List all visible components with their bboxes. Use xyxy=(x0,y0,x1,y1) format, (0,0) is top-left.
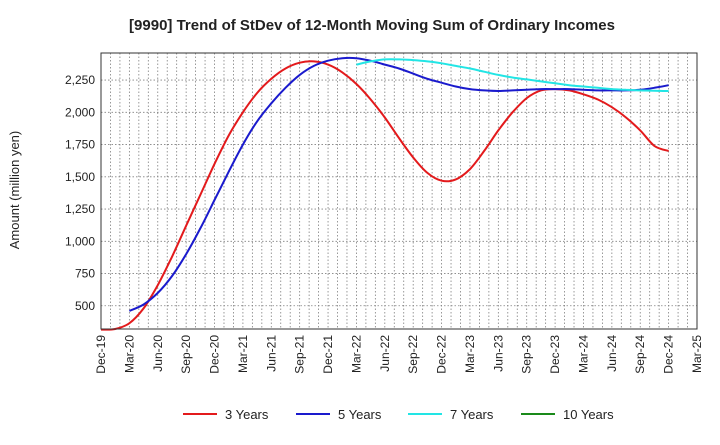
y-tick-label: 1,500 xyxy=(65,170,95,184)
y-tick-labels: 500 750 1,000 1,250 1,500 1,750 2,000 2,250 xyxy=(65,73,95,313)
x-tick-label: Mar-24 xyxy=(576,335,590,373)
x-tick-label: Mar-23 xyxy=(463,335,477,373)
legend: 3 Years 5 Years 7 Years 10 Years xyxy=(183,407,614,422)
y-tick-label: 1,000 xyxy=(65,234,95,248)
legend-label-7-years: 7 Years xyxy=(450,407,494,422)
x-tick-label: Sep-21 xyxy=(293,335,307,374)
x-tick-label: Mar-22 xyxy=(349,335,363,373)
y-tick-label: 1,250 xyxy=(65,202,95,216)
x-tick-label: Dec-22 xyxy=(435,335,449,374)
y-tick-label: 750 xyxy=(75,267,95,281)
legend-label-3-years: 3 Years xyxy=(225,407,269,422)
series-line-3-years xyxy=(100,60,669,331)
x-tick-label: Jun-24 xyxy=(605,335,619,372)
series-line-5-years xyxy=(129,56,669,312)
y-tick-label: 500 xyxy=(75,299,95,313)
x-tick-label: Jun-20 xyxy=(151,335,165,372)
x-tick-label: Jun-21 xyxy=(264,335,278,372)
legend-label-10-years: 10 Years xyxy=(563,407,614,422)
x-tick-label: Dec-20 xyxy=(208,335,222,374)
x-tick-label: Jun-22 xyxy=(378,335,392,372)
y-axis-label: Amount (million yen) xyxy=(7,131,22,250)
chart-title: [9990] Trend of StDev of 12-Month Moving… xyxy=(129,17,615,34)
y-tick-label: 2,000 xyxy=(65,105,95,119)
series-line-7-years xyxy=(356,58,669,92)
x-tick-label: Mar-25 xyxy=(690,335,704,373)
y-tick-label: 1,750 xyxy=(65,138,95,152)
x-tick-label: Dec-24 xyxy=(662,335,676,374)
x-tick-label: Dec-23 xyxy=(548,335,562,374)
grid-lines xyxy=(101,53,697,329)
x-tick-label: Mar-20 xyxy=(122,335,136,373)
x-tick-label: Sep-22 xyxy=(406,335,420,374)
series-lines xyxy=(100,56,669,331)
x-tick-labels: Dec-19 Mar-20 Jun-20 Sep-20 Dec-20 Mar-21 Jun-… xyxy=(94,335,704,374)
x-tick-label: Sep-20 xyxy=(179,335,193,374)
x-tick-label: Dec-21 xyxy=(321,335,335,374)
x-tick-label: Sep-23 xyxy=(520,335,534,374)
x-tick-label: Mar-21 xyxy=(236,335,250,373)
x-tick-label: Dec-19 xyxy=(94,335,108,374)
y-tick-label: 2,250 xyxy=(65,73,95,87)
x-tick-label: Jun-23 xyxy=(491,335,505,372)
legend-label-5-years: 5 Years xyxy=(338,407,382,422)
x-tick-label: Sep-24 xyxy=(633,335,647,374)
plot-frame xyxy=(100,52,698,330)
